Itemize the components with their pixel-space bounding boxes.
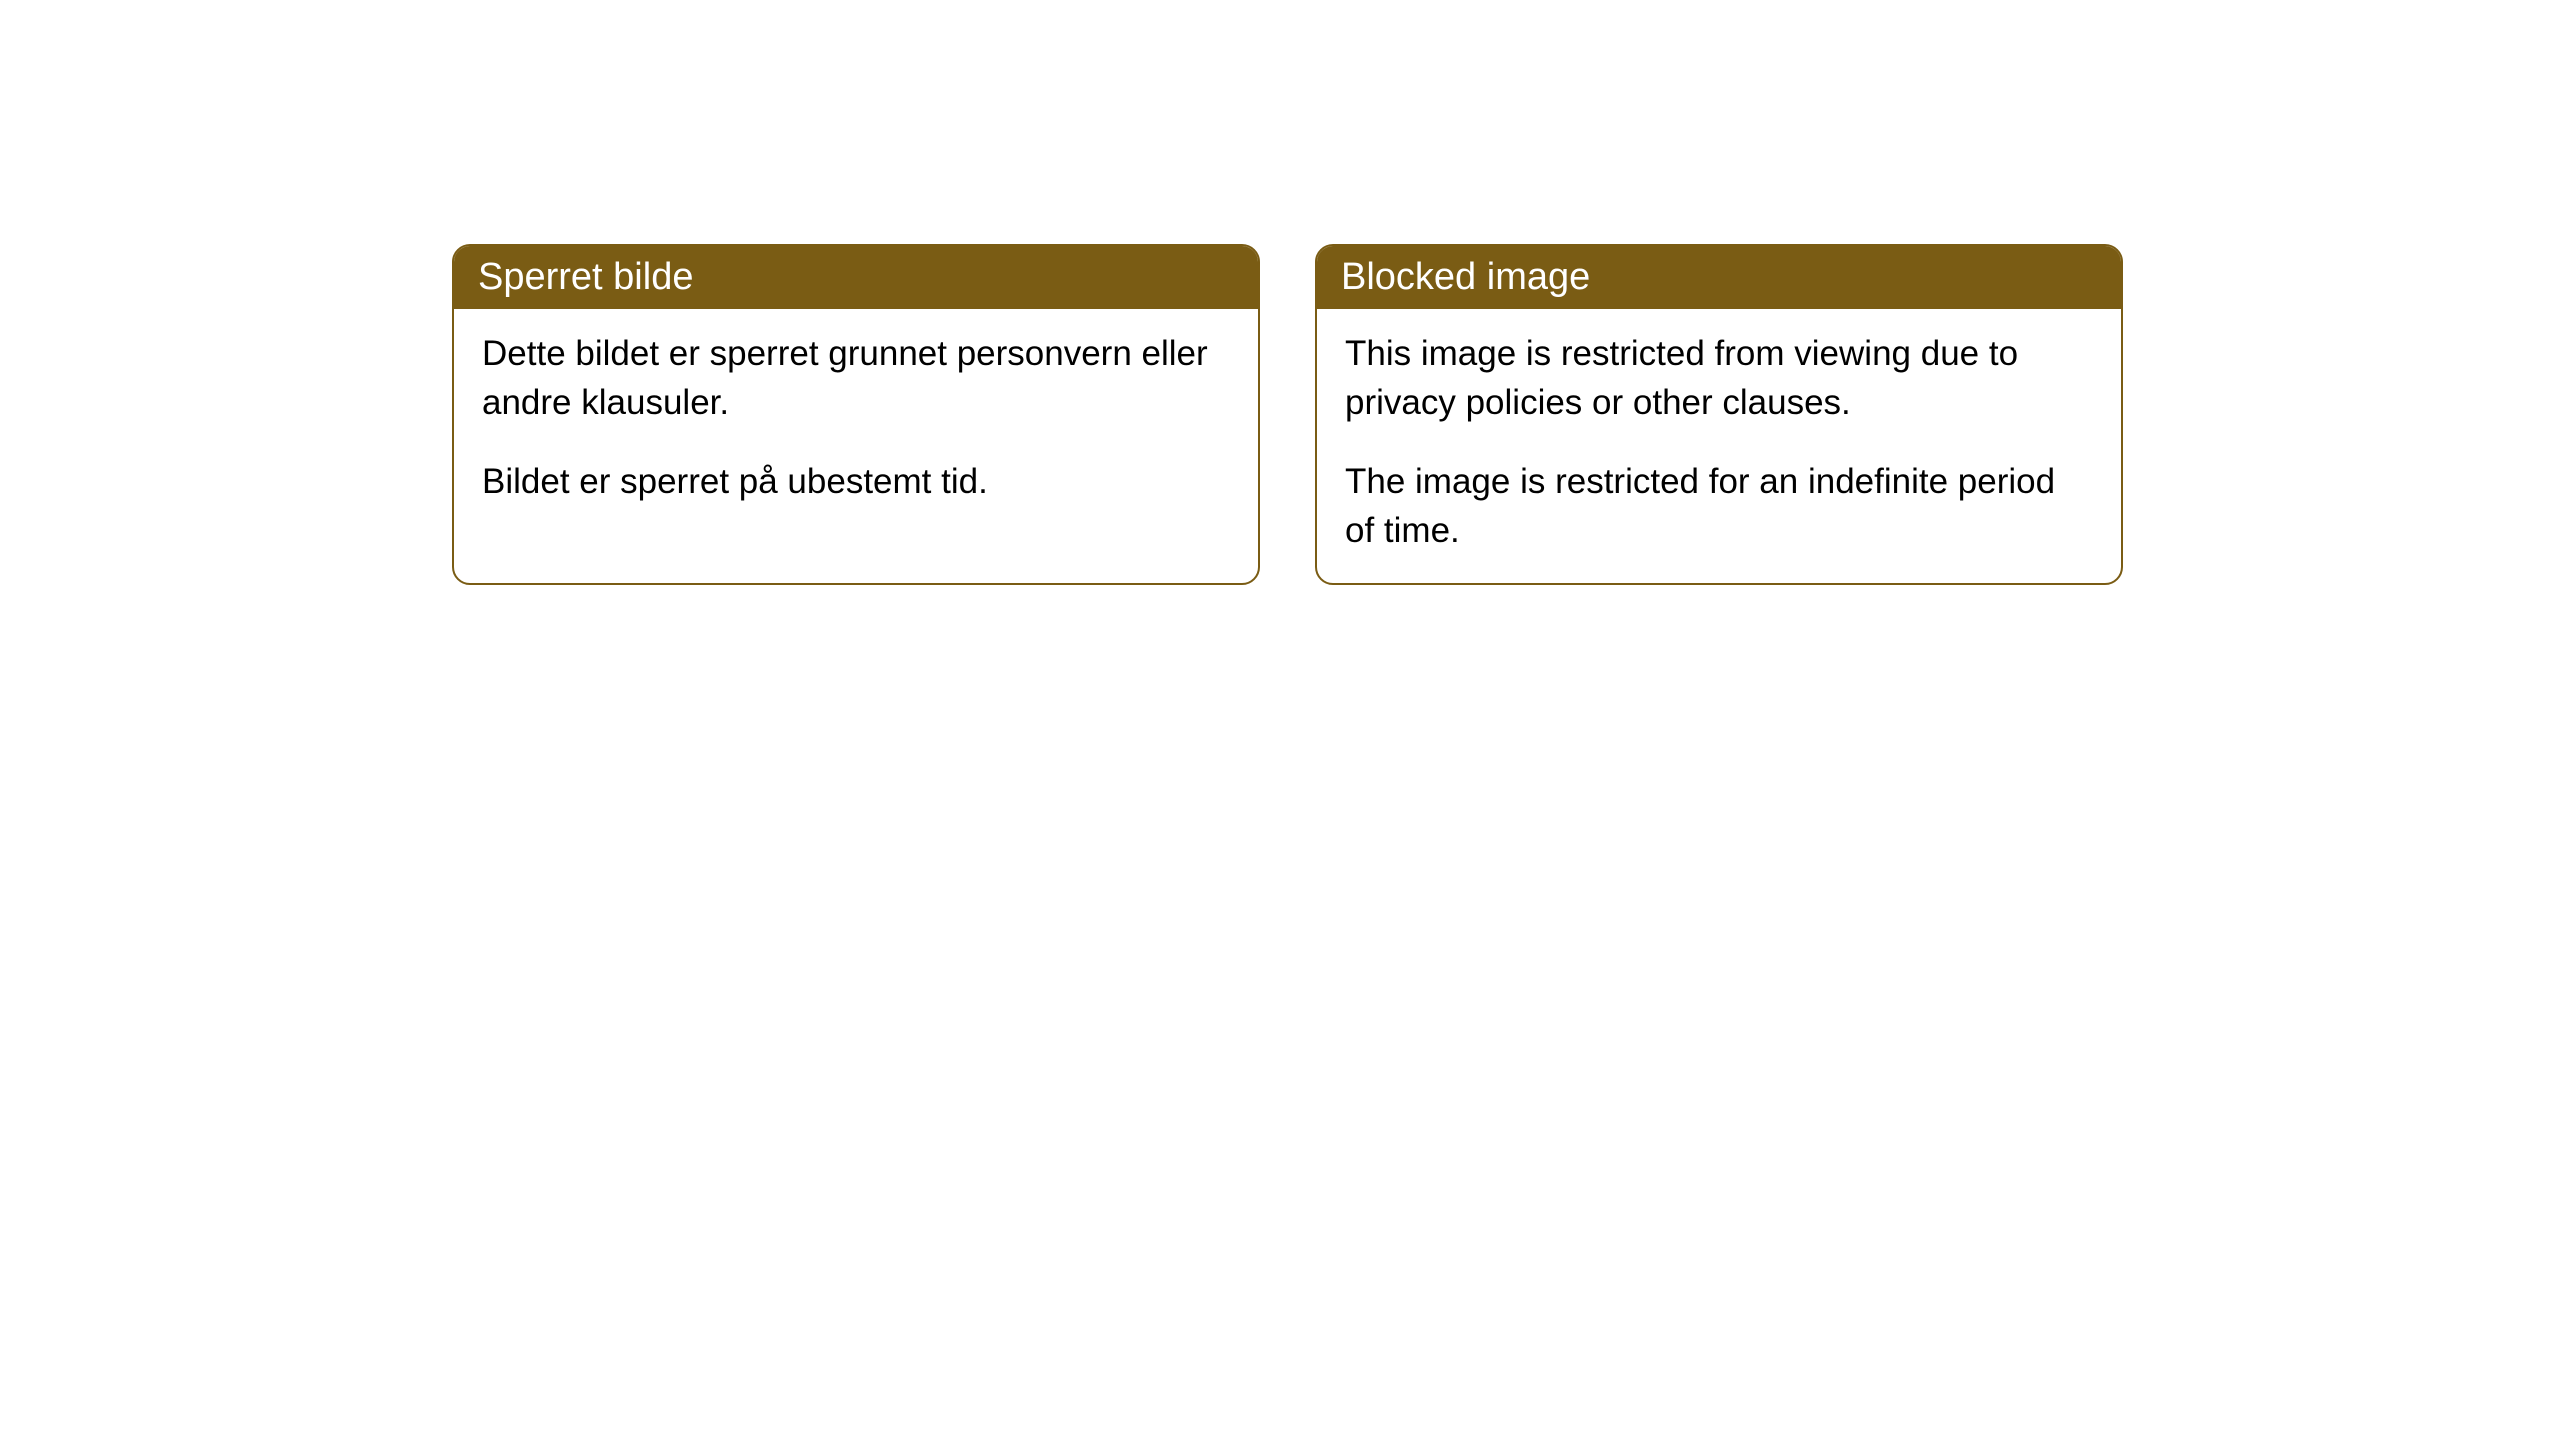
- cards-container: Sperret bilde Dette bildet er sperret gr…: [452, 244, 2560, 585]
- card-body: Dette bildet er sperret grunnet personve…: [454, 309, 1258, 534]
- card-title: Sperret bilde: [478, 256, 693, 298]
- card-paragraph-2: Bildet er sperret på ubestemt tid.: [482, 457, 1230, 506]
- card-title: Blocked image: [1341, 256, 1590, 298]
- card-header: Sperret bilde: [454, 246, 1258, 309]
- card-paragraph-1: Dette bildet er sperret grunnet personve…: [482, 329, 1230, 427]
- card-body: This image is restricted from viewing du…: [1317, 309, 2121, 583]
- blocked-image-card-norwegian: Sperret bilde Dette bildet er sperret gr…: [452, 244, 1260, 585]
- blocked-image-card-english: Blocked image This image is restricted f…: [1315, 244, 2123, 585]
- card-paragraph-2: The image is restricted for an indefinit…: [1345, 457, 2093, 555]
- card-paragraph-1: This image is restricted from viewing du…: [1345, 329, 2093, 427]
- card-header: Blocked image: [1317, 246, 2121, 309]
